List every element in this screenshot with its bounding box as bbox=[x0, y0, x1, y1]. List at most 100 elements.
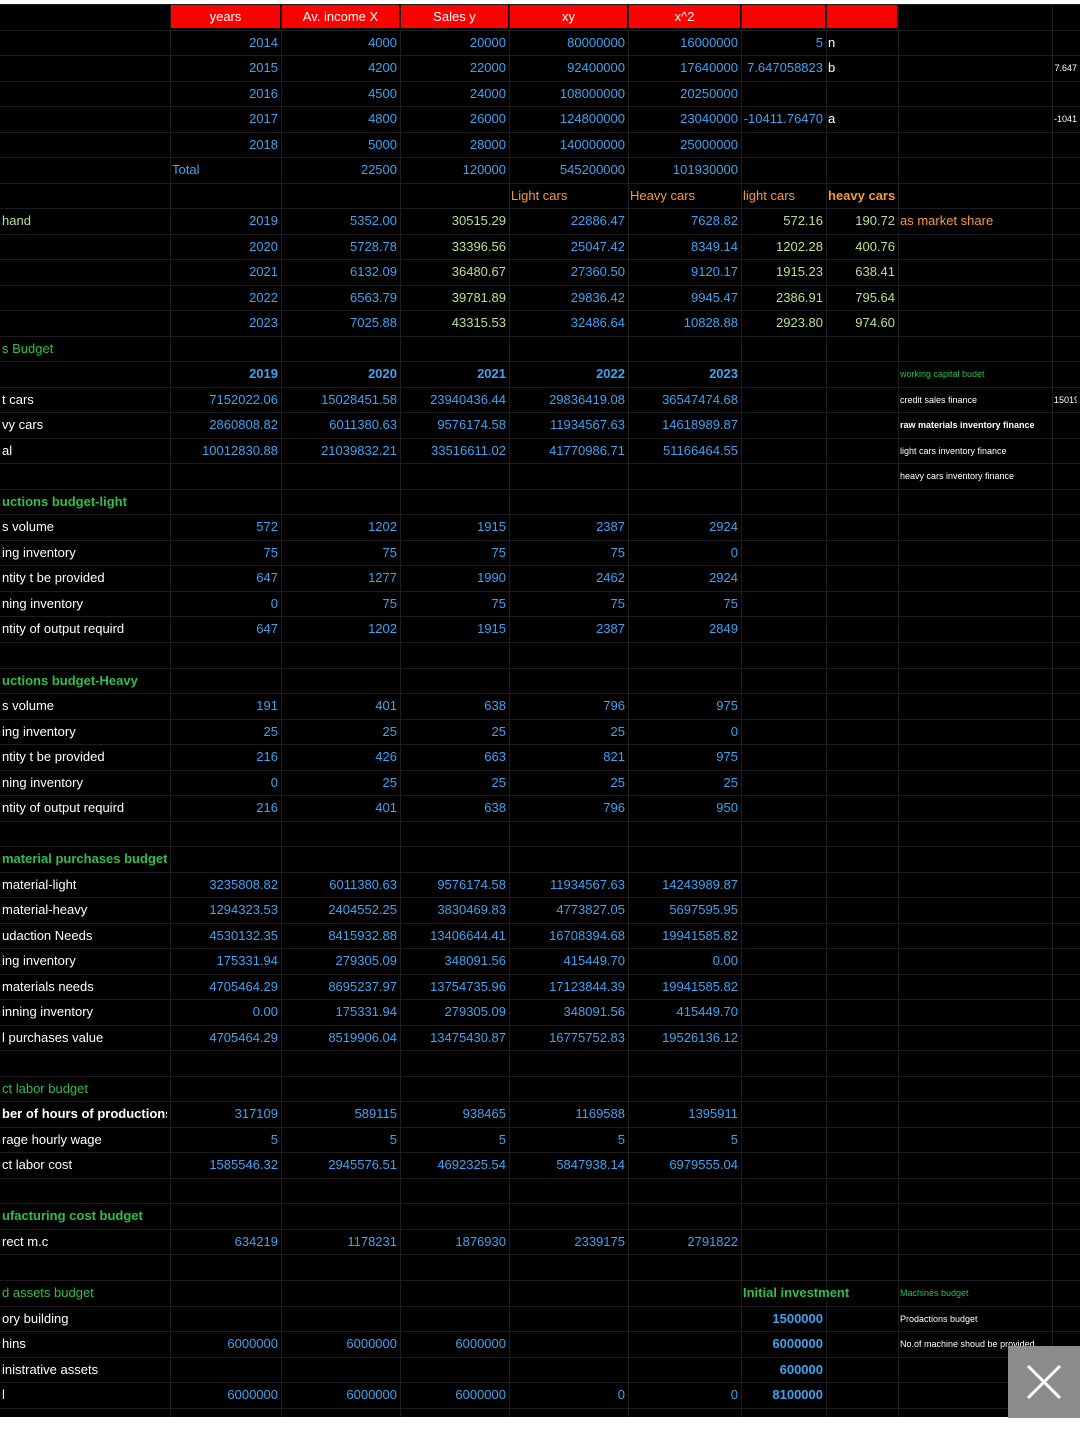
value-cell[interactable]: 25 bbox=[382, 724, 397, 739]
sales-forecast[interactable]: 30515.29 bbox=[451, 213, 506, 228]
value-cell[interactable]: 36547474.68 bbox=[662, 392, 738, 407]
row-label[interactable]: s volume bbox=[2, 698, 55, 713]
budget-year[interactable]: 2019 bbox=[249, 366, 278, 381]
value-cell[interactable]: 1294323.53 bbox=[209, 902, 278, 917]
year-cell[interactable]: 2016 bbox=[249, 86, 278, 101]
light-units[interactable]: 2923.80 bbox=[776, 315, 823, 330]
section-title[interactable]: ufacturing cost budget bbox=[2, 1208, 143, 1223]
value-cell[interactable]: 25 bbox=[610, 724, 625, 739]
value-cell[interactable]: 21039832.21 bbox=[321, 443, 397, 458]
value-cell[interactable]: 1277 bbox=[368, 570, 397, 585]
row-label[interactable]: ct labor cost bbox=[2, 1157, 73, 1172]
sales-cell[interactable]: 24000 bbox=[469, 86, 506, 101]
value-cell[interactable]: 6011380.63 bbox=[329, 417, 397, 432]
value-cell[interactable]: 796 bbox=[603, 800, 625, 815]
value-cell[interactable]: 415449.70 bbox=[676, 1004, 738, 1019]
heavy-cars-header[interactable]: Heavy cars bbox=[630, 188, 696, 203]
heavy-units[interactable]: 638.41 bbox=[855, 264, 895, 279]
section-title[interactable]: uctions budget-light bbox=[2, 494, 127, 509]
value-cell[interactable]: 0 bbox=[730, 1387, 738, 1402]
value-cell[interactable]: 5 bbox=[389, 1132, 397, 1147]
value-cell[interactable]: 6000000 bbox=[227, 1387, 278, 1402]
value-cell[interactable]: 4705464.29 bbox=[209, 1030, 278, 1045]
value-cell[interactable]: 23940436.44 bbox=[430, 392, 506, 407]
income-forecast[interactable]: 5352.00 bbox=[350, 213, 397, 228]
year-cell[interactable]: 2014 bbox=[249, 35, 278, 50]
x2-cell[interactable]: 17640000 bbox=[680, 60, 738, 75]
value-cell[interactable]: 9576174.58 bbox=[437, 877, 506, 892]
value-cell[interactable]: 638 bbox=[484, 698, 506, 713]
value-cell[interactable]: 75 bbox=[610, 545, 625, 560]
value-cell[interactable]: 2849 bbox=[709, 621, 738, 636]
value-cell[interactable]: 415449.70 bbox=[563, 953, 625, 968]
side-note[interactable]: credit sales finance bbox=[900, 395, 978, 405]
header-cell[interactable]: x^2 bbox=[629, 5, 740, 28]
value-cell[interactable]: 2387 bbox=[596, 519, 625, 534]
income-forecast[interactable]: 6132.09 bbox=[350, 264, 397, 279]
value-cell[interactable]: 216 bbox=[256, 800, 278, 815]
section-title[interactable]: ct labor budget bbox=[2, 1081, 89, 1096]
value-cell[interactable]: 216 bbox=[256, 749, 278, 764]
value-cell[interactable]: 317109 bbox=[234, 1106, 278, 1121]
overflow-value[interactable]: 7.647 bbox=[1054, 63, 1077, 73]
coef-label[interactable]: b bbox=[828, 60, 836, 75]
value-cell[interactable]: 17123844.39 bbox=[549, 979, 625, 994]
value-cell[interactable]: 348091.56 bbox=[563, 1004, 625, 1019]
value-cell[interactable]: 1585546.32 bbox=[209, 1157, 278, 1172]
initial-investment-value[interactable]: 8100000 bbox=[772, 1387, 823, 1402]
value-cell[interactable]: 0 bbox=[617, 1387, 625, 1402]
year-cell[interactable]: 2018 bbox=[249, 137, 278, 152]
initial-investment-value[interactable]: 1500000 bbox=[772, 1311, 823, 1326]
value-cell[interactable]: 821 bbox=[603, 749, 625, 764]
value-cell[interactable]: 572 bbox=[256, 519, 278, 534]
value-cell[interactable]: 2860808.82 bbox=[209, 417, 278, 432]
value-cell[interactable]: 25 bbox=[491, 775, 506, 790]
xy-cell[interactable]: 92400000 bbox=[567, 60, 625, 75]
x2-cell[interactable]: 16000000 bbox=[680, 35, 738, 50]
value-cell[interactable]: 0.00 bbox=[712, 953, 738, 968]
total-label[interactable]: Total bbox=[172, 162, 200, 177]
heavy-units[interactable]: 795.64 bbox=[855, 290, 895, 305]
close-button[interactable] bbox=[1008, 1346, 1080, 1418]
value-cell[interactable]: 426 bbox=[375, 749, 397, 764]
x2-cell[interactable]: 20250000 bbox=[680, 86, 738, 101]
row-label[interactable]: t cars bbox=[2, 392, 34, 407]
side-note[interactable]: Prodactions budget bbox=[900, 1314, 978, 1324]
sales-forecast[interactable]: 33396.56 bbox=[451, 239, 506, 254]
value-cell[interactable]: 5 bbox=[498, 1132, 506, 1147]
value-cell[interactable]: 348091.56 bbox=[444, 953, 506, 968]
light-sales[interactable]: 27360.50 bbox=[570, 264, 625, 279]
value-cell[interactable]: 0 bbox=[270, 596, 278, 611]
value-cell[interactable]: 2404552.25 bbox=[328, 902, 397, 917]
value-cell[interactable]: 5 bbox=[617, 1132, 625, 1147]
value-cell[interactable]: 19941585.82 bbox=[662, 979, 738, 994]
header-cell[interactable]: Sales y bbox=[401, 5, 508, 28]
year-cell[interactable]: 2021 bbox=[249, 264, 278, 279]
row-label[interactable]: al bbox=[2, 443, 13, 458]
heavy-sales[interactable]: 8349.14 bbox=[691, 239, 738, 254]
value-cell[interactable]: 5 bbox=[270, 1132, 278, 1147]
heavy-units[interactable]: 974.60 bbox=[855, 315, 895, 330]
xy-cell[interactable]: 80000000 bbox=[567, 35, 625, 50]
row-label[interactable]: material-light bbox=[2, 877, 77, 892]
sales-forecast[interactable]: 36480.67 bbox=[451, 264, 506, 279]
value-cell[interactable]: 4692325.54 bbox=[437, 1157, 506, 1172]
value-cell[interactable]: 1178231 bbox=[347, 1234, 397, 1249]
year-cell[interactable]: 2023 bbox=[249, 315, 278, 330]
header-cell[interactable] bbox=[827, 5, 897, 28]
side-note[interactable]: No.of machine shoud be provided bbox=[900, 1339, 1035, 1349]
value-cell[interactable]: 401 bbox=[375, 800, 397, 815]
value-cell[interactable]: 634219 bbox=[234, 1234, 278, 1249]
value-cell[interactable]: 6000000 bbox=[227, 1336, 278, 1351]
row-label[interactable]: inistrative assets bbox=[2, 1362, 99, 1377]
row-label[interactable]: ing inventory bbox=[2, 953, 76, 968]
row-label[interactable]: ber of hours of productions bbox=[2, 1106, 167, 1121]
value-cell[interactable]: 16775752.83 bbox=[549, 1030, 625, 1045]
value-cell[interactable]: 25 bbox=[610, 775, 625, 790]
initial-investment-header[interactable]: Initial investment bbox=[743, 1285, 850, 1300]
value-cell[interactable]: 6000000 bbox=[455, 1336, 506, 1351]
value-cell[interactable]: 4773827.05 bbox=[556, 902, 625, 917]
value-cell[interactable]: 29836419.08 bbox=[549, 392, 625, 407]
header-cell[interactable]: xy bbox=[510, 5, 627, 28]
value-cell[interactable]: 647 bbox=[256, 621, 278, 636]
